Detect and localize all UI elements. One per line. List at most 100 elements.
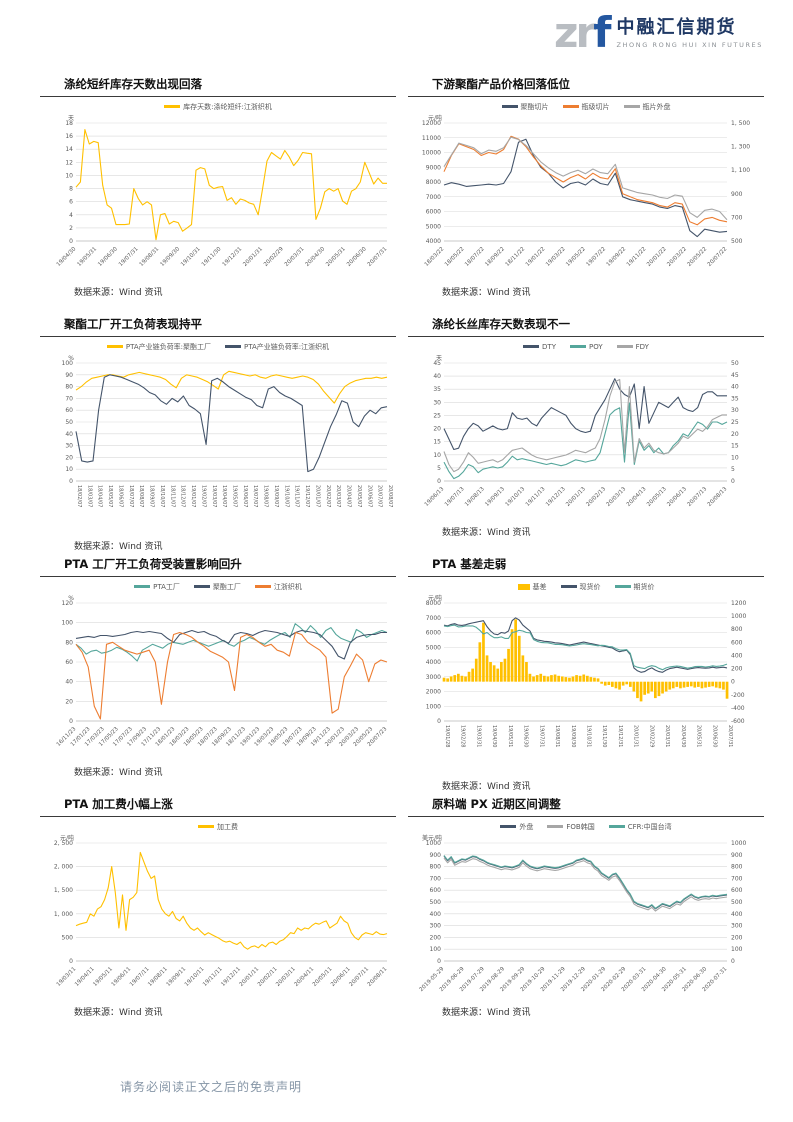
svg-text:18/04/07: 18/04/07	[97, 485, 103, 507]
svg-text:120: 120	[62, 600, 74, 607]
svg-text:7000: 7000	[426, 615, 441, 622]
svg-text:0: 0	[437, 478, 441, 485]
svg-text:19/11/30: 19/11/30	[201, 246, 223, 268]
svg-text:18/07/07: 18/07/07	[128, 485, 134, 507]
legend-label: CFR:中国台湾	[627, 822, 672, 831]
plot-area: 45 40 35 30 25 20 15 10 5 0 50 45 40 35 30 25 20 15 10 5 0 天 1…	[410, 353, 764, 523]
svg-text:100: 100	[430, 946, 442, 953]
svg-text:19/02/07: 19/02/07	[200, 485, 206, 507]
svg-text:5000: 5000	[426, 644, 441, 651]
company-logo: zrf 中融汇信期货 ZHONG RONG HUI XIN FUTURES	[554, 12, 763, 54]
legend-label: FOB韩国	[566, 822, 595, 831]
legend-label: 聚酯工厂	[212, 582, 241, 591]
svg-text:20/06/30: 20/06/30	[711, 725, 717, 747]
legend-item: 聚酯工厂	[193, 582, 241, 592]
svg-text:0: 0	[437, 958, 441, 965]
chart-block: 涤纶短纤库存天数出现回落 库存天数:涤纶短纤:江浙织机 18 16 14 12 10 8 6…	[40, 76, 396, 316]
legend-item: 外盘	[500, 822, 533, 832]
title-divider	[408, 336, 764, 337]
svg-text:20/04/13: 20/04/13	[626, 486, 648, 508]
svg-text:900: 900	[430, 852, 442, 859]
svg-text:5000: 5000	[426, 223, 441, 230]
plot-area: 8000 7000 6000 5000 4000 3000 2000 1000 0 1200 100…	[410, 593, 764, 777]
svg-text:-200: -200	[731, 692, 745, 699]
svg-text:19/07/22: 19/07/22	[585, 246, 607, 268]
svg-text:18/12/07: 18/12/07	[180, 485, 186, 507]
svg-text:500: 500	[731, 899, 743, 906]
svg-text:1200: 1200	[731, 600, 746, 607]
svg-text:20/01/31: 20/01/31	[242, 246, 264, 268]
chart-block: 涤纶长丝库存天数表现不一 DTY POY FDY 45 40 35 30 25 20 15 10 5…	[408, 316, 764, 556]
chart-title: PTA 工厂开工负荷受装置影响回升	[64, 557, 242, 571]
svg-text:500: 500	[62, 934, 74, 941]
legend-line-swatch-icon	[560, 585, 577, 588]
svg-text:20: 20	[65, 698, 73, 705]
svg-text:18: 18	[65, 120, 73, 127]
legend-bar-swatch-icon	[517, 583, 530, 590]
svg-text:20/06/30: 20/06/30	[346, 246, 368, 268]
data-source: 数据来源：Wind 资讯	[74, 1008, 163, 1018]
svg-text:1000: 1000	[731, 613, 746, 620]
svg-text:1, 000: 1, 000	[54, 911, 73, 918]
legend-line-swatch-icon	[623, 105, 640, 108]
svg-text:10: 10	[731, 454, 739, 461]
svg-text:19/07/07: 19/07/07	[252, 485, 258, 507]
svg-text:20/07/07: 20/07/07	[377, 485, 383, 507]
logo-mark-blue: f	[593, 8, 611, 57]
chart-legend: 聚酯切片 瓶级切片 瓶片外盘	[408, 100, 764, 113]
title-divider	[408, 96, 764, 97]
svg-text:200: 200	[731, 934, 743, 941]
svg-text:19/02/28: 19/02/28	[460, 725, 466, 747]
svg-text:20/03/31: 20/03/31	[664, 725, 670, 747]
svg-text:19/06/30: 19/06/30	[97, 246, 119, 268]
chart-title: PTA 加工费小幅上涨	[64, 797, 173, 811]
plot-area: 18 16 14 12 10 8 6 4 2 0 天 19/04/30 19/05/31 19/06/30…	[42, 113, 396, 283]
svg-text:35: 35	[731, 395, 739, 402]
legend-item: DTY	[523, 343, 556, 351]
svg-text:18/07/22: 18/07/22	[464, 246, 486, 268]
svg-text:45: 45	[433, 360, 441, 367]
svg-text:20/05/13: 20/05/13	[646, 486, 668, 508]
svg-text:15: 15	[433, 439, 441, 446]
chart-plot: 1000900800700600500400300200100010009008…	[419, 834, 747, 993]
chart-title: 涤纶长丝库存天数表现不一	[432, 317, 570, 331]
svg-text:0: 0	[437, 718, 441, 725]
svg-text:8000: 8000	[426, 179, 441, 186]
svg-text:20/03/22: 20/03/22	[666, 246, 688, 268]
svg-text:90: 90	[65, 372, 73, 379]
svg-text:1, 300: 1, 300	[731, 144, 750, 151]
legend-label: 瓶级切片	[581, 102, 610, 111]
svg-text:18/03/07: 18/03/07	[86, 485, 92, 507]
svg-text:元/吨: 元/吨	[60, 834, 74, 842]
svg-text:-400: -400	[731, 705, 745, 712]
legend-item: POY	[570, 343, 603, 351]
legend-item: PTA产业链负荷率:江浙织机	[225, 342, 329, 352]
svg-text:20/04/30: 20/04/30	[680, 725, 686, 747]
svg-text:80: 80	[65, 384, 73, 391]
company-name-en: ZHONG RONG HUI XIN FUTURES	[616, 40, 763, 49]
legend-line-swatch-icon	[225, 345, 241, 348]
svg-text:35: 35	[433, 386, 441, 393]
svg-text:900: 900	[731, 852, 743, 859]
svg-text:45: 45	[731, 372, 739, 379]
svg-text:天: 天	[68, 115, 74, 122]
legend-item: 江浙织机	[254, 582, 302, 592]
svg-text:5: 5	[437, 465, 441, 472]
legend-label: 外盘	[519, 822, 534, 831]
svg-text:4000: 4000	[426, 238, 441, 245]
svg-text:18/09/07: 18/09/07	[149, 485, 155, 507]
svg-text:20/01/22: 20/01/22	[646, 246, 668, 268]
svg-text:19/06/30: 19/06/30	[523, 725, 529, 747]
svg-text:100: 100	[62, 620, 74, 627]
svg-text:1, 500: 1, 500	[731, 120, 750, 127]
svg-text:19/08/07: 19/08/07	[263, 485, 269, 507]
legend-item: 现货价	[560, 582, 601, 592]
chart-block: PTA 工厂开工负荷受装置影响回升 PTA工厂 聚酯工厂 江浙织机 120 100 80…	[40, 556, 396, 796]
svg-text:30: 30	[433, 399, 441, 406]
svg-text:1, 500: 1, 500	[54, 887, 73, 894]
svg-text:16: 16	[65, 133, 73, 140]
legend-label: 库存天数:涤纶短纤:江浙织机	[183, 102, 272, 111]
svg-text:12000: 12000	[422, 120, 441, 127]
legend-item: 加工费	[198, 822, 238, 832]
